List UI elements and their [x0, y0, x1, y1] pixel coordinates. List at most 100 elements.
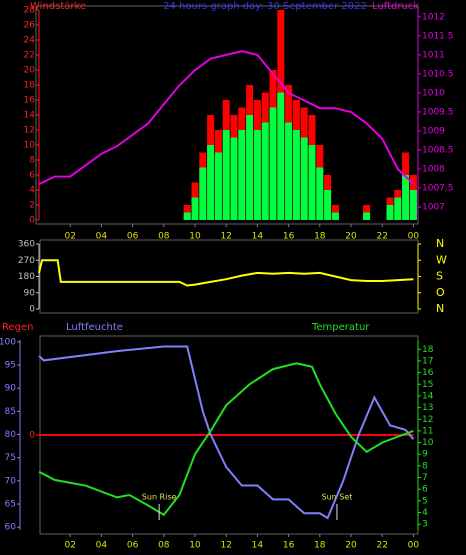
bar [363, 212, 371, 220]
x-tick-label: 14 [252, 541, 264, 551]
y2-tick-label: 9 [422, 450, 428, 460]
y-tick-label: 12 [24, 126, 35, 136]
y2-tick-label: 10 [422, 438, 434, 448]
bar [253, 130, 261, 220]
y2-tick-label: 7 [422, 473, 428, 483]
bar [269, 107, 277, 220]
rain-label: Regen [2, 322, 34, 333]
y2-tick-label: 8 [422, 461, 428, 471]
y2-tick-label: 1010 [422, 88, 445, 98]
y-tick-label: 8 [29, 156, 35, 166]
y-tick-label: 28 [24, 6, 36, 16]
bar [261, 122, 269, 220]
y-tick-label: 20 [24, 66, 36, 76]
x-tick-label: 14 [252, 232, 264, 242]
x-tick-label: 10 [189, 232, 201, 242]
annotation: Sun Rise [142, 493, 177, 502]
y2-tick-label: 1012 [422, 12, 445, 22]
y2-tick-label: 1011 [422, 50, 445, 60]
y-tick-label: 18 [24, 81, 36, 91]
bar [277, 92, 285, 220]
y2-tick-label: 1010.5 [422, 69, 454, 79]
bar [246, 115, 254, 220]
x-tick-label: 08 [158, 541, 170, 551]
y-tick-label: 80 [5, 430, 17, 440]
bar [394, 197, 402, 220]
y2-tick-label: 1011.5 [422, 31, 454, 41]
x-tick-label: 16 [283, 541, 295, 551]
line [38, 259, 414, 287]
x-tick-label: 18 [314, 232, 326, 242]
bar [409, 190, 417, 220]
y-tick-label: 90 [5, 384, 17, 394]
y2-tick-label: N [436, 237, 444, 250]
y2-tick-label: 17 [422, 356, 433, 366]
y-tick-label: 85 [5, 407, 16, 417]
x-tick-label: 04 [96, 541, 108, 551]
line [38, 362, 414, 517]
line [38, 50, 415, 186]
y-tick-label: 16 [24, 96, 36, 106]
y2-tick-label: 11 [422, 426, 433, 436]
x-tick-label: 20 [345, 541, 357, 551]
annotation: Sun Set [322, 493, 353, 502]
x-tick-label: 10 [189, 541, 201, 551]
y-tick-label: 0 [29, 216, 35, 226]
y-tick-label: 24 [24, 36, 36, 46]
y-tick-label: 75 [5, 453, 16, 463]
y2-tick-label: 1007.5 [422, 184, 454, 194]
bar [285, 122, 293, 220]
y2-tick-label: O [436, 286, 445, 299]
y2-tick-label: 5 [422, 496, 428, 506]
y2-tick-label: 1007 [422, 203, 445, 213]
y2-tick-label: 1009.5 [422, 107, 454, 117]
x-tick-label: 08 [158, 232, 170, 242]
bar [183, 212, 191, 220]
y2-tick-label: 1008 [422, 165, 445, 175]
y2-tick-label: 18 [422, 345, 434, 355]
x-tick-label: 00 [408, 541, 420, 551]
y2-tick-label: 4 [422, 508, 428, 518]
bar [238, 130, 246, 220]
bar [214, 152, 222, 220]
y-tick-label: 0 [29, 305, 35, 315]
x-tick-label: 20 [345, 232, 357, 242]
humidity-label: Luftfeuchte [66, 322, 123, 333]
y2-tick-label: N [436, 302, 444, 315]
y-tick-label: 14 [24, 111, 36, 121]
y-tick-label: 4 [29, 186, 35, 196]
x-tick-label: 00 [408, 232, 420, 242]
y-tick-label: 90 [24, 288, 36, 298]
y-tick-label: 10 [24, 141, 36, 151]
bar [402, 175, 410, 220]
x-tick-label: 22 [376, 232, 387, 242]
y-tick-label: 65 [5, 500, 16, 510]
y-tick-label: 360 [18, 240, 35, 250]
y2-tick-label: 15 [422, 380, 433, 390]
bar [331, 212, 339, 220]
x-tick-label: 06 [127, 232, 139, 242]
y2-tick-label: 1008.5 [422, 146, 454, 156]
y-tick-label: 60 [5, 523, 17, 533]
x-tick-label: 02 [64, 232, 75, 242]
bar [222, 130, 230, 220]
x-tick-label: 22 [376, 541, 387, 551]
y2-tick-label: 13 [422, 403, 433, 413]
y3-tick-label: 0 [29, 431, 35, 441]
y-tick-label: 270 [18, 256, 35, 266]
y-tick-label: 70 [5, 476, 17, 486]
y2-tick-label: 14 [422, 391, 434, 401]
bar [199, 167, 207, 220]
x-tick-label: 12 [220, 232, 231, 242]
y-tick-label: 22 [24, 51, 35, 61]
x-tick-label: 06 [127, 541, 139, 551]
y2-tick-label: 12 [422, 415, 433, 425]
y2-tick-label: W [436, 253, 447, 266]
y2-tick-label: 1009 [422, 126, 445, 136]
bar [386, 205, 394, 220]
y-tick-label: 6 [29, 171, 35, 181]
x-tick-label: 18 [314, 541, 326, 551]
y-tick-label: 95 [5, 361, 16, 371]
x-tick-label: 12 [220, 541, 231, 551]
